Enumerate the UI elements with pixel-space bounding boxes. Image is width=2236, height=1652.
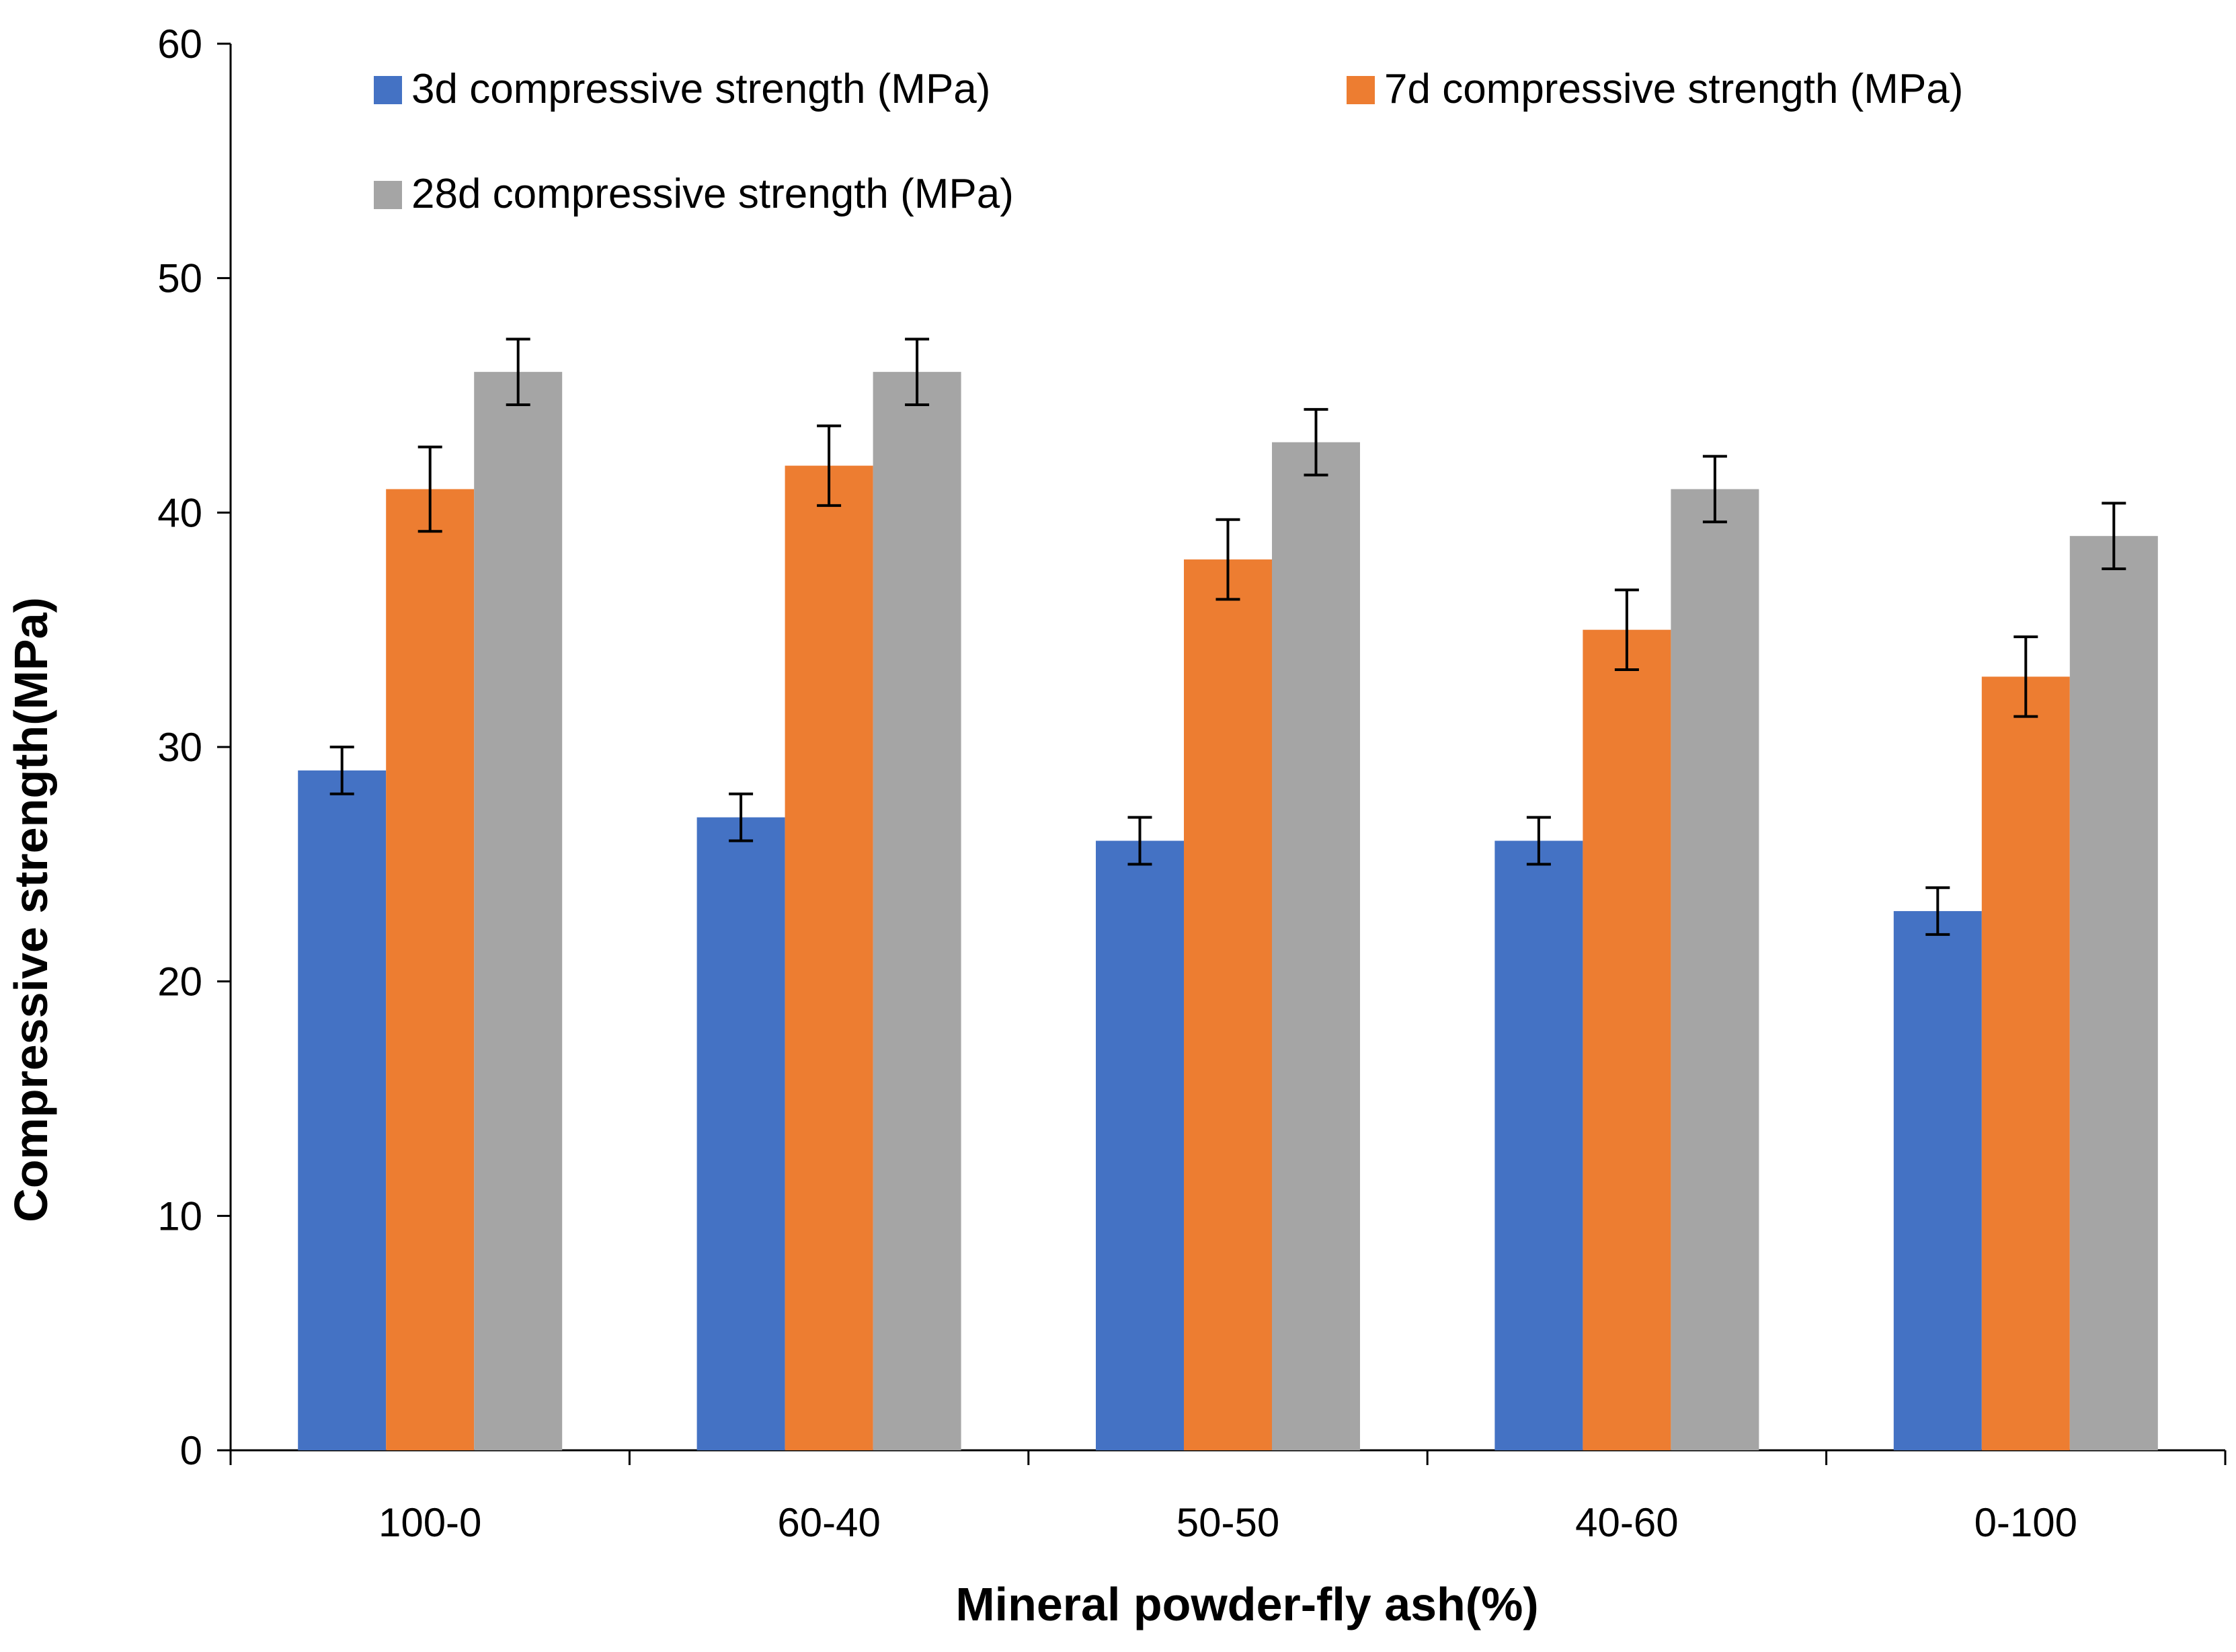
bar [1272, 442, 1360, 1450]
legend-swatch [1347, 76, 1375, 104]
legend-label: 3d compressive strength (MPa) [411, 66, 990, 112]
bar [785, 465, 873, 1450]
legend-swatch [374, 76, 402, 104]
bar [1671, 489, 1759, 1450]
bar [474, 372, 563, 1451]
y-tick-label: 50 [157, 256, 202, 301]
x-tick-label: 50-50 [1176, 1500, 1279, 1545]
bar [1981, 676, 2070, 1450]
bar [1893, 911, 1982, 1450]
x-axis: 100-0 60-40 50-50 40-60 0-100 [229, 1449, 2227, 1545]
bar [1583, 629, 1671, 1450]
bar [1096, 840, 1184, 1450]
y-tick-label: 20 [157, 959, 202, 1005]
y-tick-label: 10 [157, 1193, 202, 1238]
legend-label: 28d compressive strength (MPa) [411, 171, 1014, 217]
x-tick-label: 100-0 [378, 1500, 481, 1545]
bar [696, 817, 785, 1450]
x-tick-label: 40-60 [1575, 1500, 1678, 1545]
bar [298, 770, 387, 1450]
x-tick-label: 60-40 [777, 1500, 880, 1545]
bar [2069, 536, 2158, 1451]
y-axis: 0 10 20 30 40 50 60 [157, 22, 232, 1473]
bar [1184, 559, 1272, 1450]
y-axis-title: Compressive strength(MPa) [5, 597, 57, 1222]
error-bars [329, 338, 2126, 936]
bars [298, 372, 2158, 1451]
legend: 3d compressive strength (MPa) 7d compress… [374, 66, 1963, 217]
y-tick-label: 40 [157, 490, 202, 535]
legend-swatch [374, 181, 402, 209]
x-tick-label: 0-100 [1974, 1500, 2077, 1545]
y-tick-label: 30 [157, 725, 202, 770]
x-axis-title: Mineral powder-fly ash(%) [955, 1578, 1538, 1630]
legend-label: 7d compressive strength (MPa) [1384, 66, 1963, 112]
bar [1494, 840, 1583, 1450]
y-tick-label: 60 [157, 22, 202, 67]
bar [873, 372, 961, 1451]
bar [386, 489, 475, 1450]
y-tick-label: 0 [180, 1428, 202, 1473]
